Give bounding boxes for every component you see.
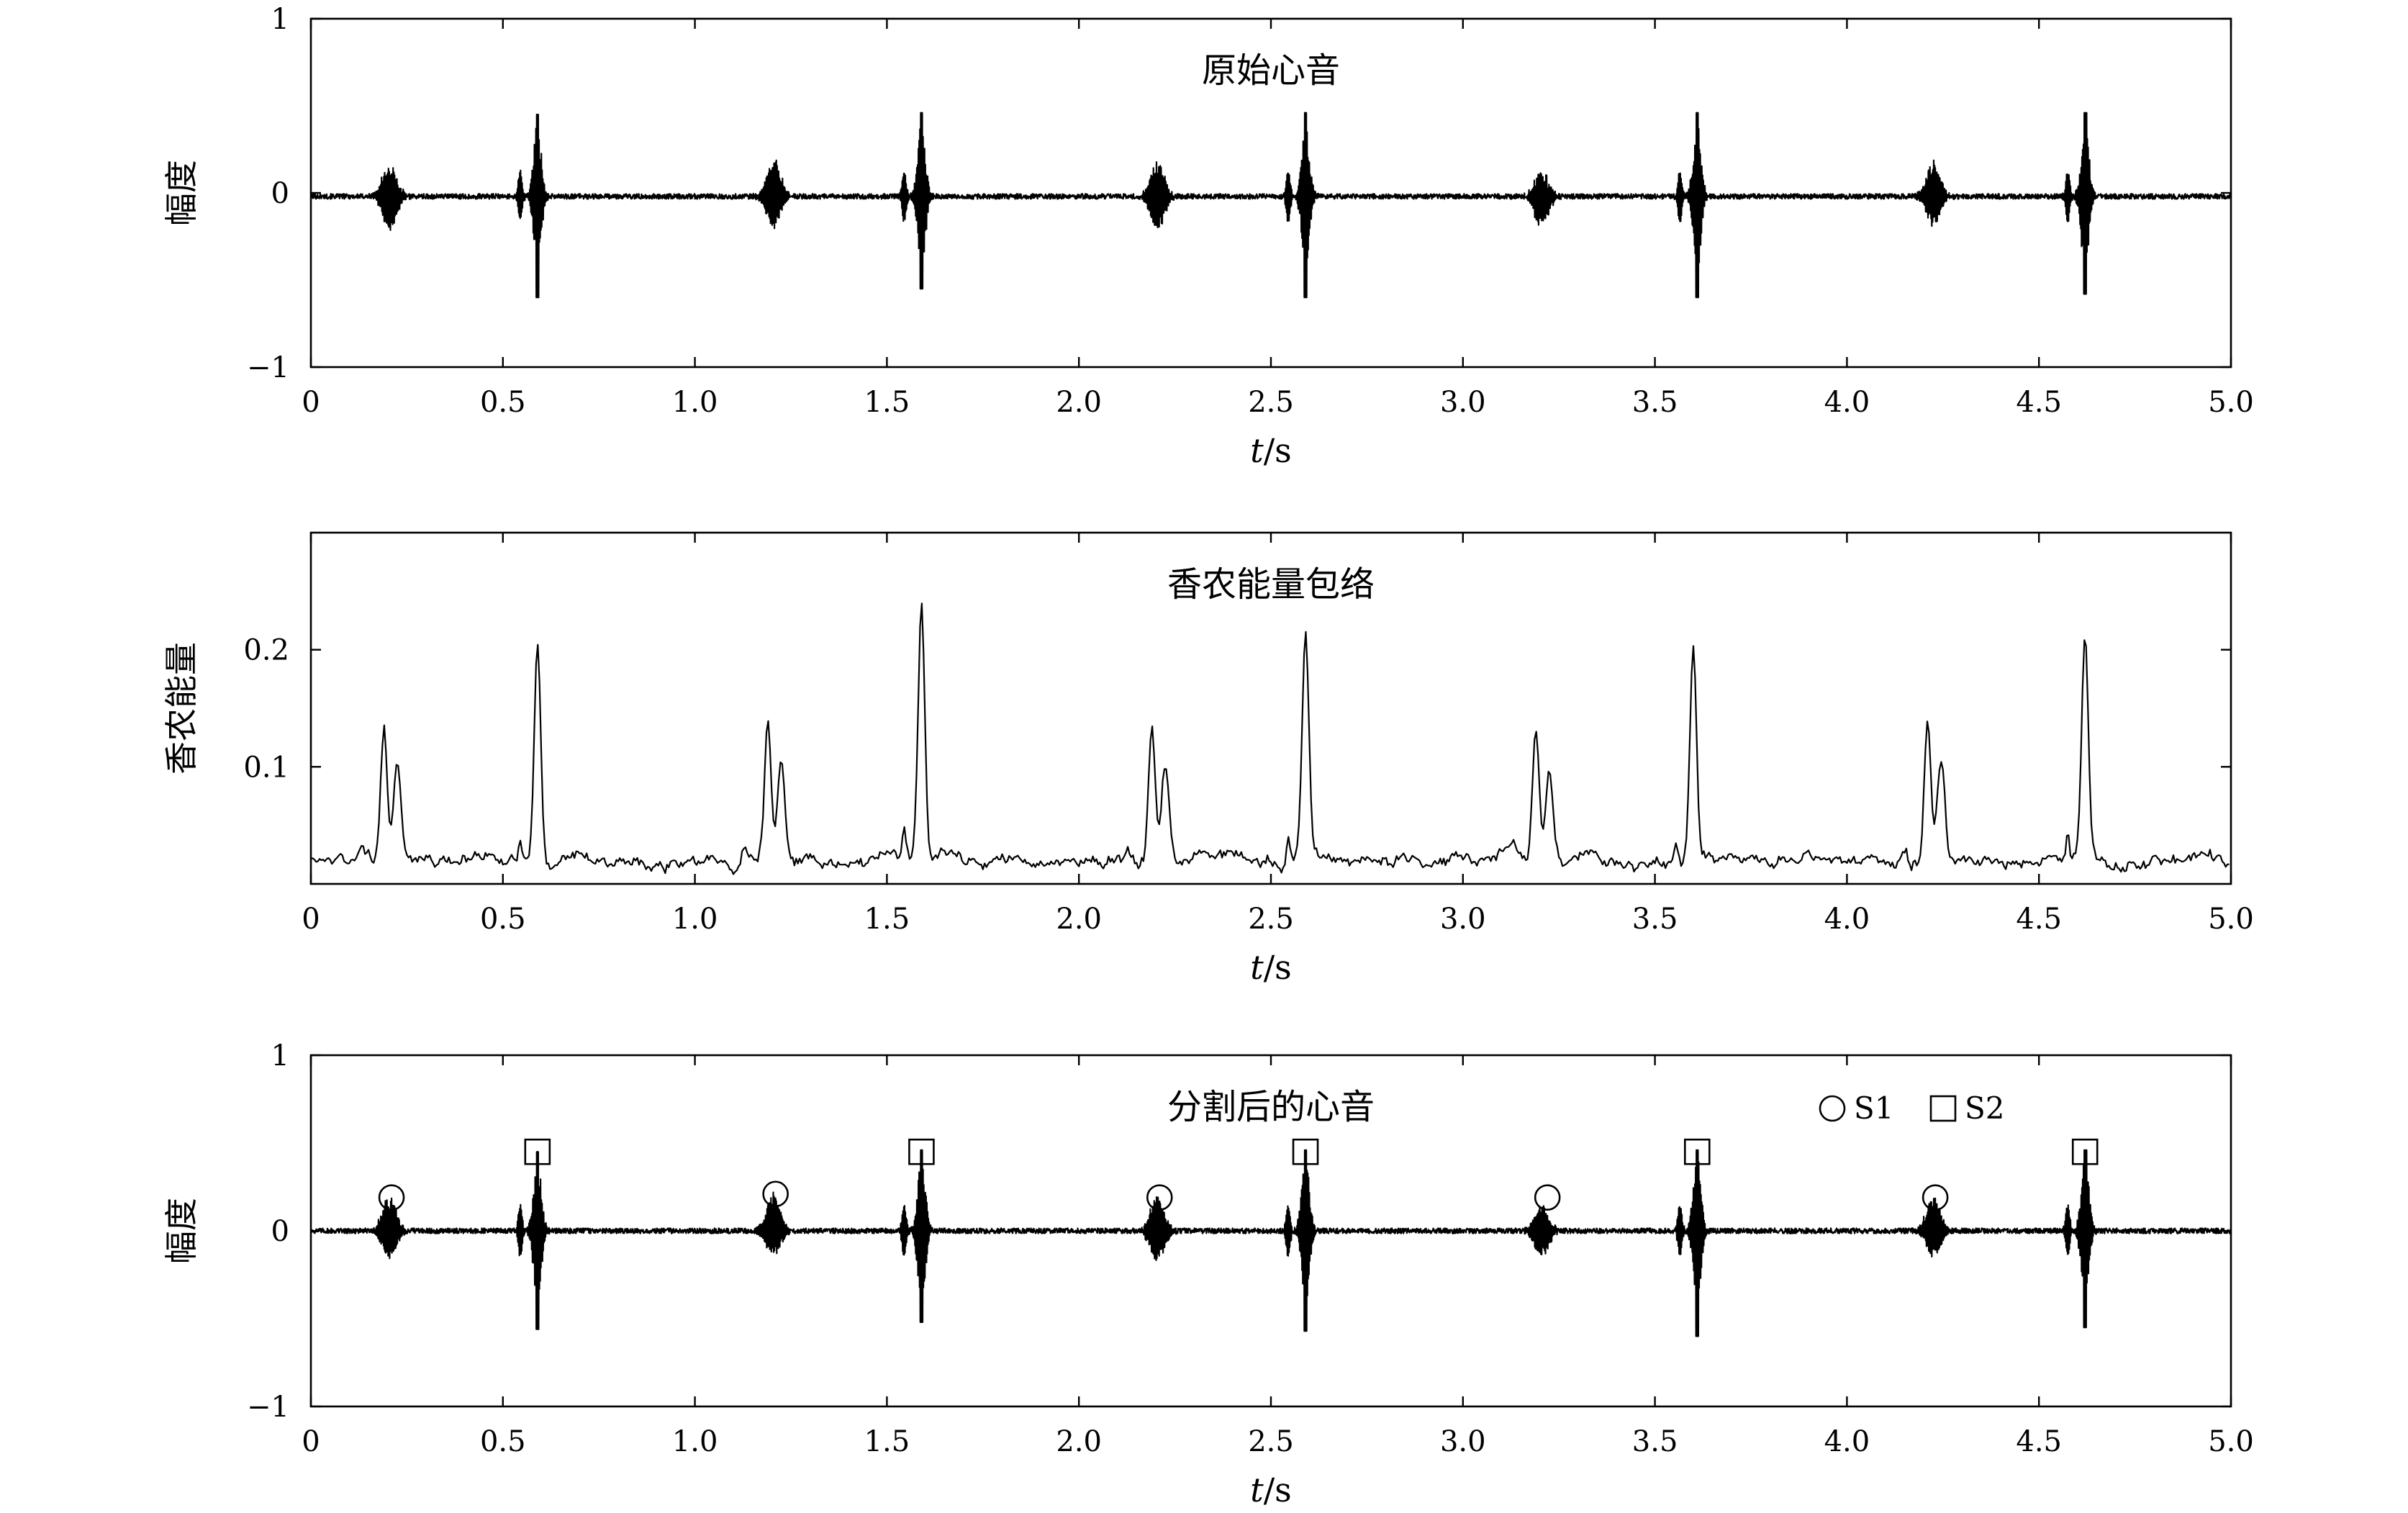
x-tick-label: 1.5 — [864, 903, 910, 936]
y-tick-label: 0.1 — [243, 751, 289, 784]
x-tick-label: 0 — [302, 903, 320, 936]
panel-1: 0 0.5 1.0 1.5 2.0 2.5 3.0 3.5 4.0 4.5 5.0 −1 0 1 原始心音 t… — [162, 3, 2254, 470]
y-tick-label: 1 — [271, 1039, 289, 1072]
x-tick-label: 1.0 — [672, 903, 718, 936]
panel-3: 0 0.5 1.0 1.5 2.0 2.5 3.0 3.5 4.0 4.5 5.0 −1 0 1 分割后的心… — [162, 1039, 2254, 1509]
panel-title: 分割后的心音 — [1167, 1087, 1375, 1127]
x-tick-label: 2.5 — [1248, 386, 1294, 419]
legend-label: S2 — [1965, 1090, 2005, 1126]
x-tick-label: 3.0 — [1440, 1425, 1486, 1458]
x-tick-label: 3.5 — [1632, 903, 1678, 936]
x-axis-label-unit: /s — [1264, 431, 1292, 470]
panel-title: 香农能量包络 — [1167, 564, 1375, 605]
x-tick-label: 4.5 — [2016, 1425, 2062, 1458]
x-tick-label: 0.5 — [480, 903, 526, 936]
legend-s2-marker — [1929, 1095, 1957, 1122]
x-tick-label: 5.0 — [2208, 1425, 2254, 1458]
s1-marker — [378, 1184, 405, 1211]
signal-trace — [309, 1149, 2232, 1337]
x-tick-label: 3.0 — [1440, 903, 1486, 936]
s2-marker — [1683, 1138, 1711, 1165]
legend: S1 S2 — [1819, 1090, 2005, 1126]
x-tick-label: 3.5 — [1632, 386, 1678, 419]
s2-marker — [1292, 1138, 1319, 1165]
x-axis-label-unit: /s — [1264, 948, 1292, 987]
x-axis-label-var: t — [1250, 431, 1264, 470]
s2-marker — [524, 1138, 551, 1165]
x-tick-label: 5.0 — [2208, 386, 2254, 419]
x-tick-label: 2.5 — [1248, 903, 1294, 936]
s1-marker — [1534, 1184, 1561, 1211]
x-tick-label: 4.5 — [2016, 386, 2062, 419]
x-tick-label: 3.5 — [1632, 1425, 1678, 1458]
x-tick-label: 4.0 — [1824, 386, 1870, 419]
s1-marker — [1146, 1184, 1173, 1211]
x-tick-label: 4.5 — [2016, 903, 2062, 936]
x-axis-label-unit: /s — [1264, 1471, 1292, 1509]
panel-title: 原始心音 — [1202, 50, 1340, 91]
x-axis-label-var: t — [1250, 948, 1264, 987]
y-tick-label: 0 — [271, 1215, 289, 1248]
y-axis-label: 幅度 — [162, 1198, 201, 1264]
x-tick-label: 5.0 — [2208, 903, 2254, 936]
x-tick-label: 0 — [302, 386, 320, 419]
x-tick-label: 1.0 — [672, 1425, 718, 1458]
y-tick-label: 0.2 — [243, 634, 289, 667]
y-axis-label: 香农能量 — [162, 642, 201, 774]
x-tick-label: 2.0 — [1056, 1425, 1102, 1458]
y-tick-label: 1 — [271, 3, 289, 36]
y-tick-label: −1 — [247, 351, 289, 384]
x-tick-label: 2.0 — [1056, 386, 1102, 419]
x-tick-label: 1.5 — [864, 1425, 910, 1458]
signal-trace — [310, 602, 2230, 875]
y-axis-label: 幅度 — [162, 160, 201, 226]
x-axis-label: t/s — [1250, 948, 1292, 987]
panel-2: 0 0.5 1.0 1.5 2.0 2.5 3.0 3.5 4.0 4.5 5.0 0.1 0.2 香农能… — [162, 531, 2254, 987]
x-axis-label: t/s — [1250, 1471, 1292, 1509]
x-tick-label: 4.0 — [1824, 1425, 1870, 1458]
s1-marker — [1922, 1184, 1949, 1211]
s1-marker — [762, 1180, 789, 1208]
signal-trace — [309, 112, 2232, 299]
x-tick-label: 0.5 — [480, 1425, 526, 1458]
x-tick-label: 2.0 — [1056, 903, 1102, 936]
x-tick-label: 1.5 — [864, 386, 910, 419]
x-axis-label: t/s — [1250, 431, 1292, 470]
x-tick-label: 2.5 — [1248, 1425, 1294, 1458]
s2-marker — [908, 1138, 935, 1165]
x-tick-label: 1.0 — [672, 386, 718, 419]
x-tick-label: 0.5 — [480, 386, 526, 419]
s2-marker — [2071, 1138, 2099, 1165]
x-tick-label: 4.0 — [1824, 903, 1870, 936]
legend-s1-marker — [1819, 1095, 1846, 1122]
x-axis-label-var: t — [1250, 1471, 1264, 1509]
x-tick-label: 3.0 — [1440, 386, 1486, 419]
y-tick-label: 0 — [271, 177, 289, 210]
x-tick-label: 0 — [302, 1425, 320, 1458]
y-tick-label: −1 — [247, 1391, 289, 1424]
legend-label: S1 — [1854, 1090, 1894, 1126]
